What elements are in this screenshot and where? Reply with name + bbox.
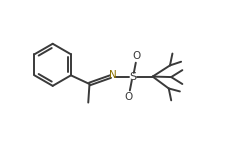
- Text: S: S: [129, 72, 136, 82]
- Text: N: N: [109, 70, 117, 80]
- Text: O: O: [125, 92, 133, 102]
- Text: O: O: [133, 51, 141, 61]
